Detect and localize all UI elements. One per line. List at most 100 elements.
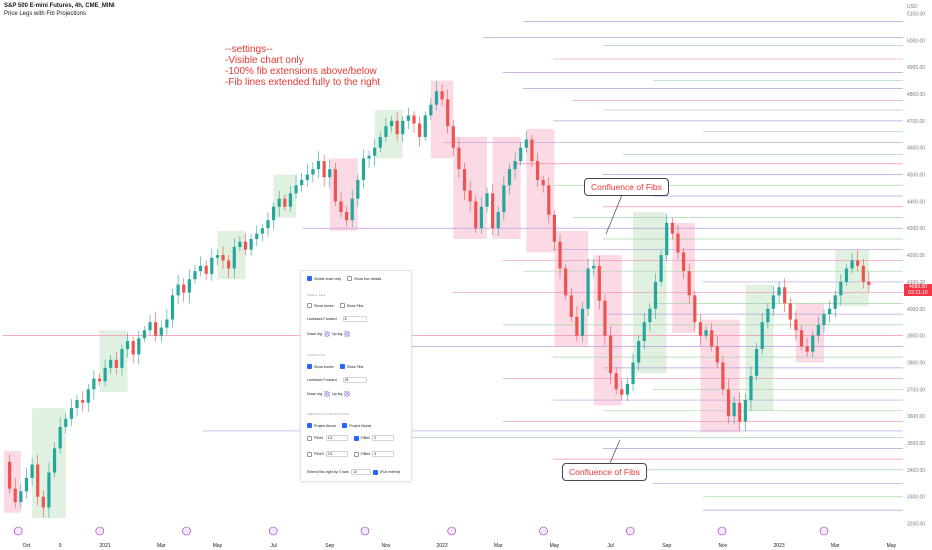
small-down-leg-label: Down leg (307, 332, 322, 336)
candle-body (496, 212, 500, 229)
candle-body (474, 201, 478, 229)
candle-body (642, 322, 646, 341)
candle-body (743, 400, 747, 422)
candle-body (811, 335, 815, 352)
candle-body (243, 241, 248, 250)
candle-body (170, 295, 175, 320)
candle-body (485, 193, 489, 207)
y-tick-label: 4800.00 (907, 92, 925, 98)
candle-body (148, 322, 152, 331)
candle-body (844, 268, 849, 282)
large-show-boxes-checkbox[interactable] (307, 364, 312, 369)
fib3-input[interactable]: 2.5 (325, 451, 348, 457)
fib1-checkbox[interactable] (307, 435, 312, 441)
extend-fibs-input[interactable]: 10 (350, 469, 371, 475)
candle-body (131, 340, 135, 355)
candle-body (805, 346, 809, 352)
candle-body (794, 319, 798, 331)
fib2-input[interactable]: 2 (372, 435, 395, 441)
small-show-boxes-checkbox[interactable] (307, 303, 312, 308)
project-below-checkbox[interactable] (342, 423, 348, 428)
fib2-label: FIB#2 (360, 436, 371, 440)
large-up-leg-label: Up leg (331, 392, 343, 396)
section-large-leg: LARGE LEG (307, 353, 326, 357)
small-show-fibs-checkbox[interactable] (339, 303, 345, 308)
candle-body (142, 330, 147, 339)
x-tick-label: 2021 (100, 543, 111, 549)
full-extend-checkbox[interactable] (372, 469, 378, 475)
event-marker-icon (268, 526, 278, 536)
candle-body (451, 126, 455, 148)
candle-body (412, 115, 416, 124)
candle-body (58, 426, 62, 449)
fib1-input[interactable]: 1.5 (325, 435, 348, 441)
candle-body (109, 359, 113, 368)
candle-body (693, 295, 697, 323)
candle-body (822, 314, 826, 325)
candle-body (715, 346, 719, 363)
settings-note: --settings-- -Visible chart only -100% f… (225, 44, 380, 88)
candle-body (799, 330, 804, 347)
x-tick-label: May (213, 543, 223, 549)
small-down-leg-color-swatch[interactable] (323, 331, 330, 337)
chart-header: S&P 500 E-mini Futures, 4h, CME_MINI Pri… (4, 2, 115, 18)
large-down-leg-label: Down leg (307, 392, 322, 396)
indicator-name[interactable]: Price Legs with Fib Projections (4, 11, 87, 17)
event-marker-icon (447, 526, 457, 536)
candle-body (676, 233, 680, 253)
fib4-checkbox[interactable] (353, 451, 359, 457)
fib4-label: FIB#4 (360, 452, 371, 456)
candle-body (479, 206, 483, 229)
y-tick-label: 3500.00 (907, 441, 925, 447)
candle-body (227, 260, 231, 269)
y-tick-label: 4700.00 (907, 119, 925, 125)
price-countdown: 03:21:15 (908, 290, 928, 296)
candle-body (120, 349, 124, 368)
event-marker-icon (13, 526, 23, 536)
event-marker-icon (182, 526, 191, 536)
candle-body (255, 233, 259, 239)
candle-body (176, 284, 180, 296)
x-tick-label: May (550, 543, 560, 549)
section-small-leg: SMALL LEG (307, 293, 326, 297)
candle-body (165, 319, 169, 328)
large-lookback-input[interactable]: 25 (342, 377, 367, 383)
candle-body (839, 281, 843, 296)
large-down-leg-color-swatch[interactable] (323, 391, 330, 397)
large-show-fibs-checkbox[interactable] (339, 364, 345, 369)
candle-body (210, 257, 214, 274)
event-marker-icon (95, 526, 105, 536)
note-line: --settings-- (225, 44, 273, 55)
x-tick-label: Jul (607, 543, 613, 549)
candle-body (232, 247, 236, 269)
small-lookback-input[interactable]: 8 (342, 316, 367, 322)
project-above-checkbox[interactable] (307, 423, 312, 428)
y-tick-label: 3600.00 (907, 414, 925, 420)
candle-body (86, 389, 90, 403)
large-lookback-label: Lookback Forward (307, 378, 337, 382)
candle-body (614, 373, 618, 390)
candle-body (137, 338, 141, 355)
callout-pointer (605, 194, 623, 235)
fib2-checkbox[interactable] (353, 435, 359, 441)
candle-body (670, 222, 674, 234)
small-up-leg-color-swatch[interactable] (344, 331, 351, 337)
y-tick-label: 3400.00 (907, 468, 925, 474)
fib1-label: FIB#1 (314, 436, 324, 440)
candle-body (519, 147, 523, 162)
fib3-checkbox[interactable] (307, 451, 312, 457)
show-box-details-checkbox[interactable] (347, 276, 353, 281)
candle-body (193, 271, 197, 280)
fib4-input[interactable]: 3 (372, 451, 395, 457)
x-tick-label: Sep (325, 543, 334, 549)
candle-body (401, 120, 405, 135)
large-up-leg-color-swatch[interactable] (344, 391, 351, 397)
y-tick-label: 4600.00 (907, 146, 925, 152)
candle-body (311, 169, 315, 175)
event-marker-icon (360, 526, 370, 536)
candle-body (350, 198, 354, 221)
y-tick-label: 5100.00 (907, 11, 925, 17)
visible-chart-only-checkbox[interactable] (307, 276, 312, 281)
candle-body (541, 179, 545, 186)
